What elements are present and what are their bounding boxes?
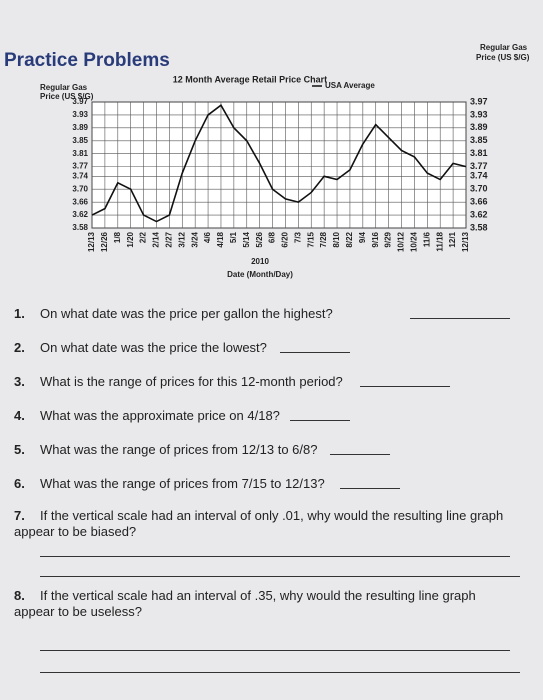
x-tick-label: 12/13 [87, 231, 96, 252]
y2-tick-label: 3.97 [470, 96, 488, 106]
x-tick-label: 3/24 [190, 231, 199, 247]
answer-line [410, 318, 510, 319]
x-tick-label: 9/29 [384, 231, 393, 247]
question: 4. What was the approximate price on 4/18… [14, 408, 514, 424]
question: 1. On what date was the price per gallon … [14, 306, 514, 322]
y2-tick-label: 3.85 [470, 135, 488, 145]
x-tick-label: 9/4 [358, 231, 367, 243]
x-tick-label: 12/13 [461, 231, 470, 252]
question-number: 5. [14, 442, 25, 457]
question-number: 6. [14, 476, 25, 491]
x-tick-label: 5/14 [242, 231, 251, 247]
y-tick-label: 3.62 [72, 210, 88, 219]
page-title: Practice Problems [4, 50, 170, 71]
answer-line [40, 556, 510, 557]
x-tick-label: 10/12 [397, 231, 406, 252]
x-tick-label: 8/10 [332, 231, 341, 247]
question-number: 7. [14, 508, 25, 523]
y2-tick-label: 3.58 [470, 222, 488, 232]
question: 8. If the vertical scale had an interval … [14, 588, 514, 620]
y2-tick-label: 3.77 [470, 161, 488, 171]
x-tick-label: 2/14 [152, 231, 161, 247]
question-text: If the vertical scale had an interval of… [14, 508, 504, 539]
question-number: 2. [14, 340, 25, 355]
answer-line [360, 386, 450, 387]
y2-axis-label: Regular Gas [480, 43, 528, 52]
x-tick-label: 2/2 [139, 231, 148, 243]
y-tick-label: 3.93 [72, 110, 88, 119]
y-tick-label: 3.66 [72, 197, 88, 206]
y-tick-label: 3.77 [72, 162, 88, 171]
y-tick-label: 3.89 [72, 123, 88, 132]
question: 5. What was the range of prices from 12/1… [14, 442, 514, 458]
question-text: What was the approximate price on 4/18? [40, 408, 280, 423]
question-number: 8. [14, 588, 25, 603]
x-tick-label: 6/8 [268, 231, 277, 243]
answer-line [40, 576, 520, 577]
question-number: 4. [14, 408, 25, 423]
x-tick-label: 5/1 [229, 231, 238, 243]
chart-title: 12 Month Average Retail Price Chart [173, 74, 327, 84]
answer-line [280, 352, 350, 353]
x-tick-label: 10/24 [410, 231, 419, 252]
annotation: 2010 [251, 257, 269, 266]
x-tick-label: 4/6 [203, 231, 212, 243]
legend-label: USA Average [325, 81, 375, 90]
y2-tick-label: 3.89 [470, 122, 488, 132]
x-tick-label: 1/20 [126, 231, 135, 247]
y-tick-label: 3.58 [72, 223, 88, 232]
y-tick-label: 3.70 [72, 184, 88, 193]
y2-tick-label: 3.93 [470, 109, 488, 119]
question: 7. If the vertical scale had an interval … [14, 508, 514, 540]
x-tick-label: 4/18 [216, 231, 225, 247]
y-tick-label: 3.85 [72, 136, 88, 145]
y2-axis-label: Price (US $/G) [476, 53, 530, 62]
question-text: What was the range of prices from 7/15 t… [40, 476, 325, 491]
x-tick-label: 3/12 [177, 231, 186, 247]
y2-tick-label: 3.70 [470, 184, 488, 194]
answer-line [330, 454, 390, 455]
x-tick-label: 6/20 [281, 231, 290, 247]
question-text: What is the range of prices for this 12-… [40, 374, 343, 389]
question: 6. What was the range of prices from 7/15… [14, 476, 514, 492]
chart: 12 Month Average Retail Price Chart Regu… [40, 43, 530, 279]
answer-line [290, 420, 350, 421]
x-tick-label: 12/1 [448, 231, 457, 247]
question-text: If the vertical scale had an interval of… [14, 588, 476, 619]
x-tick-label: 12/26 [100, 231, 109, 252]
answer-line [40, 672, 520, 673]
x-tick-label: 7/15 [306, 231, 315, 247]
x-tick-label: 2/27 [164, 231, 173, 247]
question-text: On what date was the price per gallon th… [40, 306, 333, 321]
plot-area [91, 101, 467, 229]
x-tick-label: 11/18 [435, 231, 444, 251]
x-tick-label: 8/22 [345, 231, 354, 247]
question-text: What was the range of prices from 12/13 … [40, 442, 318, 457]
question-text: On what date was the price the lowest? [40, 340, 267, 355]
y2-tick-label: 3.66 [470, 197, 488, 207]
x-tick-label: 9/16 [371, 231, 380, 247]
question-number: 1. [14, 306, 25, 321]
question: 2. On what date was the price the lowest? [14, 340, 514, 356]
answer-line [340, 488, 400, 489]
x-tick-label: 1/8 [113, 231, 122, 243]
y-tick-label: 3.97 [72, 97, 88, 106]
answer-line [40, 650, 510, 651]
y-tick-label: 3.81 [72, 149, 88, 158]
x-tick-label: 7/3 [293, 231, 302, 243]
x-tick-label: 5/26 [255, 231, 264, 247]
y-axis-label: Regular Gas [40, 83, 88, 92]
question-number: 3. [14, 374, 25, 389]
y2-tick-label: 3.81 [470, 148, 488, 158]
x-tick-label: 7/28 [319, 231, 328, 247]
x-tick-label: 11/6 [422, 231, 431, 247]
question: 3. What is the range of prices for this 1… [14, 374, 514, 390]
y2-tick-label: 3.62 [470, 209, 488, 219]
x-axis-label: Date (Month/Day) [227, 270, 293, 279]
y-axis-label: Price (US $/G) [40, 92, 94, 101]
data-line [91, 104, 467, 223]
y2-tick-label: 3.74 [470, 171, 488, 181]
y-tick-label: 3.74 [72, 171, 88, 180]
